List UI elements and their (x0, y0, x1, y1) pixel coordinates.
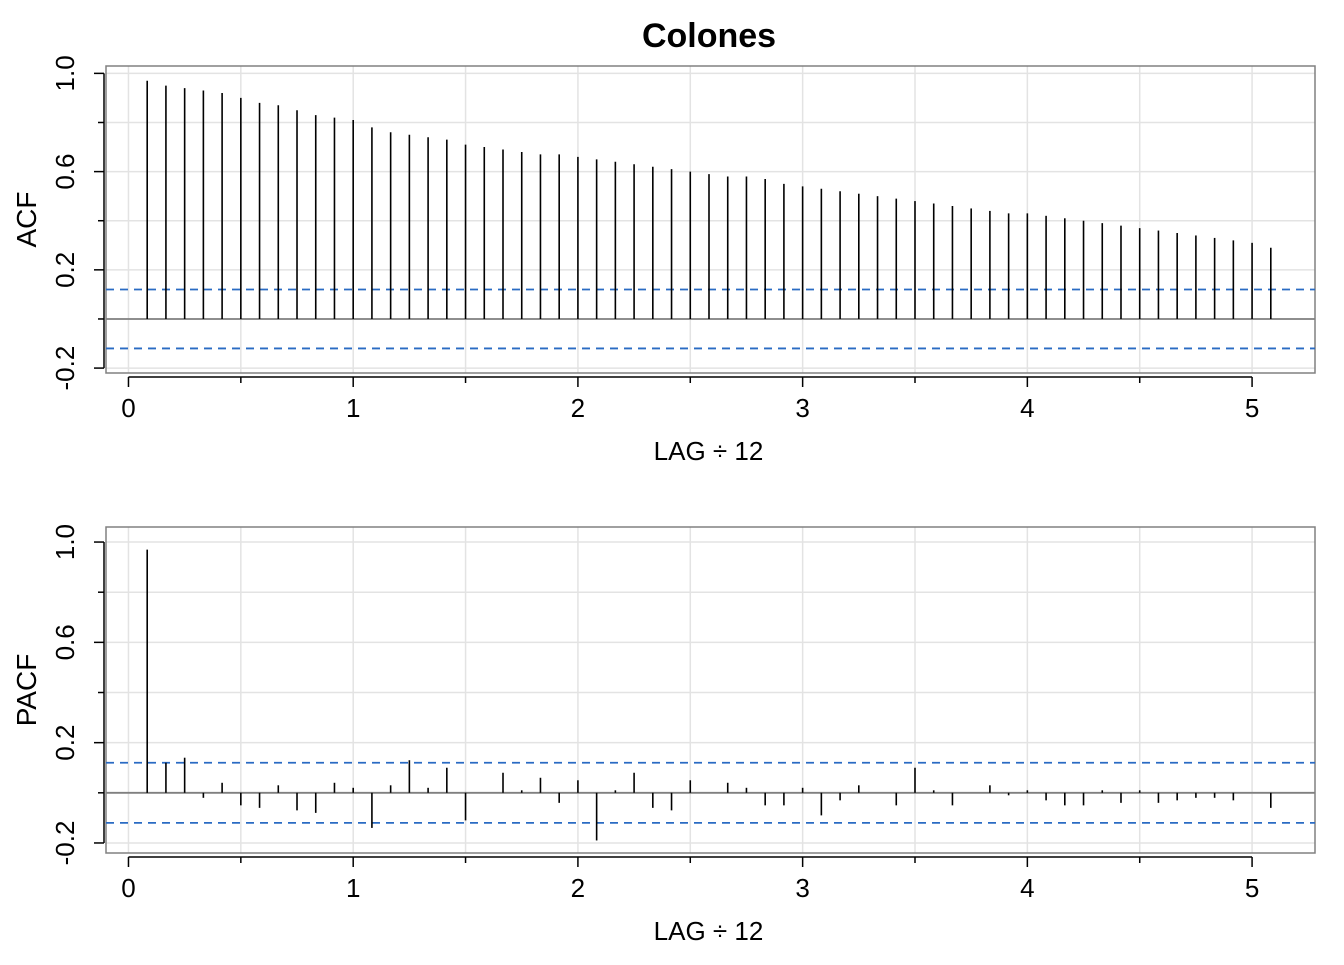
acf-x-tick-label: 5 (1245, 393, 1259, 423)
acf-x-tick-label: 4 (1020, 393, 1034, 423)
acf-x-tick-label: 3 (795, 393, 809, 423)
pacf-y-tick-label: 1.0 (50, 524, 80, 560)
acf-x-tick-label: 2 (571, 393, 585, 423)
pacf-x-tick-label: 2 (571, 873, 585, 903)
acf-y-tick-label: 0.2 (50, 252, 80, 288)
pacf-x-tick-label: 1 (346, 873, 360, 903)
pacf-x-axis-label: LAG ÷ 12 (654, 916, 764, 946)
pacf-y-tick-label: 0.2 (50, 725, 80, 761)
acf-x-tick-label: 1 (346, 393, 360, 423)
pacf-x-tick-label: 0 (121, 873, 135, 903)
pacf-y-tick-label: 0.6 (50, 624, 80, 660)
pacf-x-tick-label: 5 (1245, 873, 1259, 903)
acf-y-tick-label: -0.2 (50, 346, 80, 391)
chart-title: Colones (642, 17, 776, 55)
acf-x-axis-label: LAG ÷ 12 (654, 436, 764, 466)
pacf-x-tick-label: 4 (1020, 873, 1034, 903)
acf-x-tick-label: 0 (121, 393, 135, 423)
pacf-panel-border (105, 526, 1316, 854)
acf-y-tick-label: 0.6 (50, 154, 80, 190)
acf-y-tick-label: 1.0 (50, 55, 80, 91)
pacf-y-tick-label: -0.2 (50, 821, 80, 866)
acf-y-axis-label: ACF (11, 192, 42, 248)
pacf-y-axis-label: PACF (11, 654, 42, 727)
pacf-x-tick-label: 3 (795, 873, 809, 903)
acf-panel-border (105, 65, 1316, 374)
